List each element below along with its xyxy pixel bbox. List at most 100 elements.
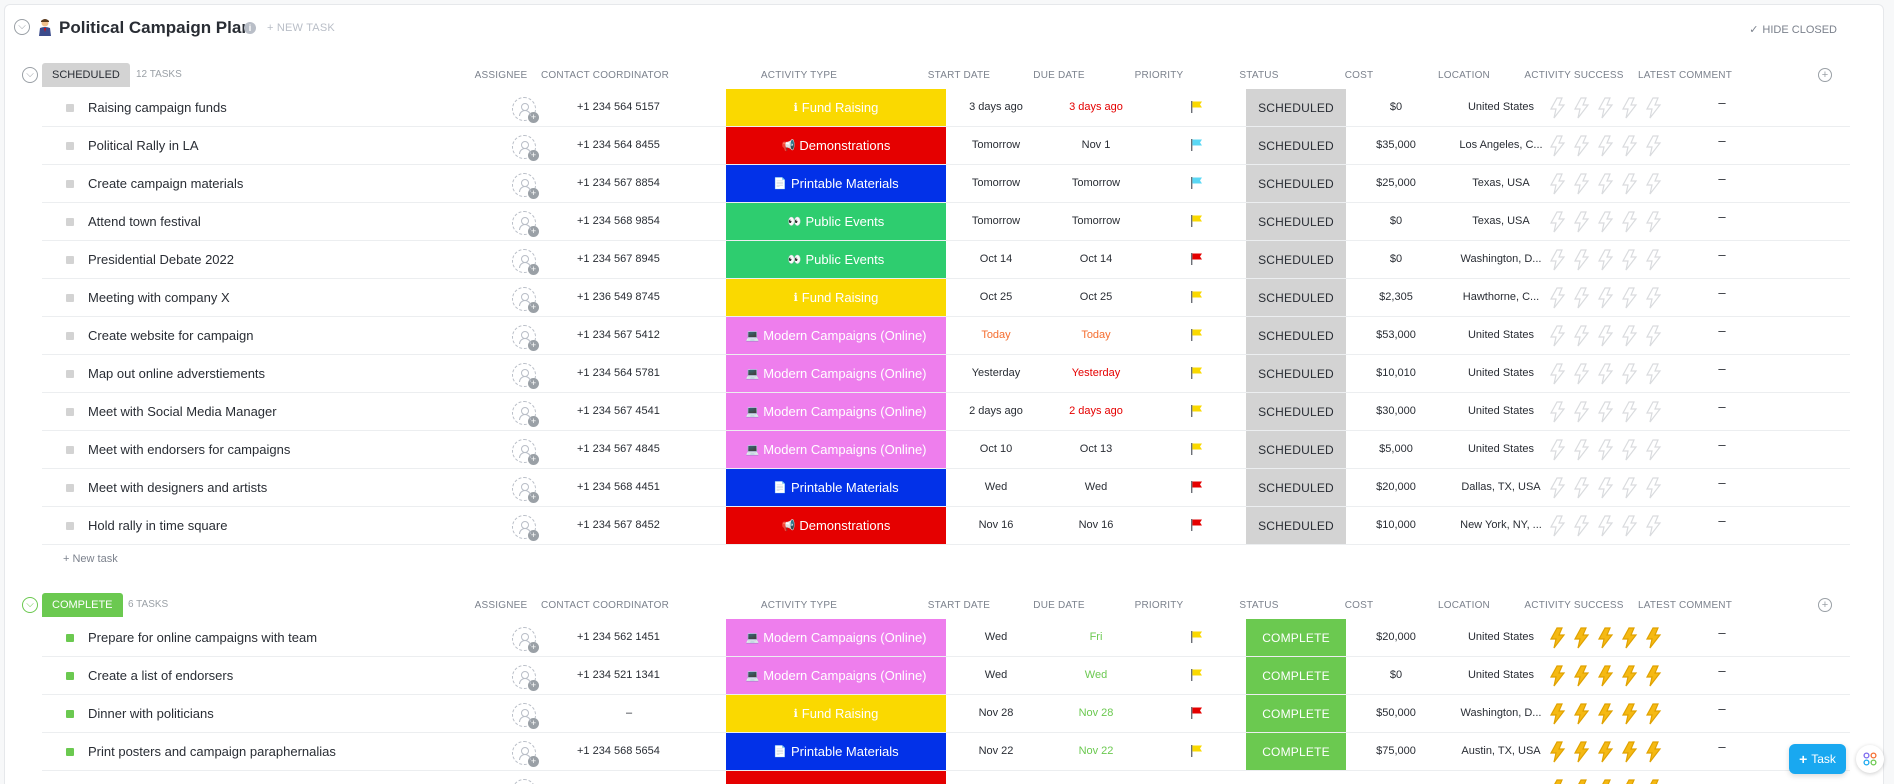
column-header[interactable]: LOCATION <box>1438 600 1490 611</box>
cost-value[interactable]: $53,000 <box>1376 329 1416 341</box>
lightning-bolt-icon[interactable] <box>1618 665 1640 687</box>
lightning-bolt-icon[interactable] <box>1618 363 1640 385</box>
status-badge[interactable]: COMPLETE <box>1246 619 1346 656</box>
assignee-avatar-icon[interactable]: + <box>512 249 539 275</box>
status-square-icon[interactable] <box>66 256 74 264</box>
assignee-avatar-icon[interactable]: + <box>512 325 539 351</box>
priority-flag-icon[interactable] <box>1190 366 1204 380</box>
group-status-pill[interactable]: SCHEDULED <box>42 63 130 87</box>
activity-type[interactable]: 📄 Printable Materials <box>726 165 946 202</box>
column-header[interactable]: LATEST COMMENT <box>1637 70 1733 81</box>
column-header[interactable]: CONTACT COORDINATOR <box>541 600 670 611</box>
lightning-bolt-icon[interactable] <box>1546 97 1568 119</box>
due-date[interactable]: Oct 13 <box>1079 443 1113 455</box>
contact-coordinator[interactable]: +1 234 521 1341 <box>577 669 660 681</box>
task-row[interactable]: Create website for campaign + +1 234 567 5… <box>42 317 1850 355</box>
lightning-bolt-icon[interactable] <box>1546 779 1568 784</box>
lightning-bolt-icon[interactable] <box>1546 211 1568 233</box>
contact-coordinator[interactable]: +1 234 562 1451 <box>577 631 660 643</box>
lightning-bolt-icon[interactable] <box>1546 363 1568 385</box>
assignee-avatar-icon[interactable]: + <box>512 135 539 161</box>
activity-success-rating[interactable] <box>1546 703 1666 725</box>
priority-flag-icon[interactable] <box>1190 290 1204 304</box>
status-square-icon[interactable] <box>66 370 74 378</box>
lightning-bolt-icon[interactable] <box>1594 477 1616 499</box>
priority-flag-icon[interactable] <box>1190 252 1204 266</box>
location-value[interactable]: United States <box>1467 101 1535 113</box>
lightning-bolt-icon[interactable] <box>1642 741 1664 763</box>
status-badge[interactable]: COMPLETE <box>1246 695 1346 732</box>
lightning-bolt-icon[interactable] <box>1594 401 1616 423</box>
latest-comment[interactable]: – <box>1718 475 1726 490</box>
priority-flag-icon[interactable] <box>1190 214 1204 228</box>
activity-success-rating[interactable] <box>1546 439 1666 461</box>
new-task-link[interactable]: + New task <box>63 553 118 565</box>
due-date[interactable]: Fri <box>1089 631 1103 643</box>
task-name[interactable]: Dinner with politicians <box>88 706 214 721</box>
cost-value[interactable]: $5,000 <box>1379 443 1413 455</box>
due-date[interactable]: Yesterday <box>1071 367 1121 379</box>
task-name[interactable]: Hold rally in time square <box>88 518 228 533</box>
cost-value[interactable]: $30,000 <box>1376 405 1416 417</box>
activity-type[interactable]: 📢 Demonstrations <box>726 127 946 164</box>
task-name[interactable]: Meet with designers and artists <box>88 480 268 495</box>
status-square-icon[interactable] <box>66 522 74 530</box>
activity-type[interactable]: ℹ Fund Raising <box>726 89 946 126</box>
lightning-bolt-icon[interactable] <box>1570 211 1592 233</box>
assignee-avatar-icon[interactable]: + <box>512 779 536 784</box>
lightning-bolt-icon[interactable] <box>1618 439 1640 461</box>
latest-comment[interactable]: – <box>1718 209 1726 224</box>
cost-value[interactable]: $0 <box>1389 253 1403 265</box>
column-header[interactable]: STATUS <box>1239 600 1279 611</box>
start-date[interactable]: Oct 14 <box>979 253 1013 265</box>
task-row[interactable]: Meet with Social Media Manager + +1 234 56… <box>42 393 1850 431</box>
lightning-bolt-icon[interactable] <box>1570 665 1592 687</box>
add-column-icon[interactable]: + <box>1818 598 1832 612</box>
task-name[interactable]: Meet with Social Media Manager <box>88 404 277 419</box>
lightning-bolt-icon[interactable] <box>1570 779 1592 784</box>
contact-coordinator[interactable]: +1 234 567 8945 <box>577 253 660 265</box>
status-badge[interactable]: SCHEDULED <box>1246 507 1346 544</box>
assignee-avatar-icon[interactable]: + <box>512 665 539 691</box>
lightning-bolt-icon[interactable] <box>1570 515 1592 537</box>
cost-value[interactable]: $2,305 <box>1379 291 1413 303</box>
activity-success-rating[interactable] <box>1546 363 1666 385</box>
lightning-bolt-icon[interactable] <box>1594 287 1616 309</box>
lightning-bolt-icon[interactable] <box>1642 515 1664 537</box>
lightning-bolt-icon[interactable] <box>1570 325 1592 347</box>
latest-comment[interactable]: – <box>1718 513 1726 528</box>
start-date[interactable]: Oct 25 <box>979 291 1013 303</box>
lightning-bolt-icon[interactable] <box>1642 325 1664 347</box>
contact-coordinator[interactable]: +1 234 564 8455 <box>577 139 660 151</box>
column-header[interactable]: STATUS <box>1239 70 1279 81</box>
lightning-bolt-icon[interactable] <box>1618 401 1640 423</box>
lightning-bolt-icon[interactable] <box>1594 211 1616 233</box>
task-row[interactable]: Presidential Debate 2022 + +1 234 567 8945… <box>42 241 1850 279</box>
lightning-bolt-icon[interactable] <box>1618 173 1640 195</box>
due-date[interactable]: Nov 28 <box>1078 707 1114 719</box>
activity-type[interactable]: 📢 Demonstrations <box>726 507 946 544</box>
cost-value[interactable]: $25,000 <box>1376 177 1416 189</box>
lightning-bolt-icon[interactable] <box>1642 779 1664 784</box>
cost-value[interactable]: $10,010 <box>1376 367 1416 379</box>
lightning-bolt-icon[interactable] <box>1642 173 1664 195</box>
latest-comment[interactable]: – <box>1718 323 1726 338</box>
assignee-avatar-icon[interactable]: + <box>512 401 539 427</box>
priority-flag-icon[interactable] <box>1190 668 1204 682</box>
status-badge[interactable]: SCHEDULED <box>1246 431 1346 468</box>
lightning-bolt-icon[interactable] <box>1594 363 1616 385</box>
lightning-bolt-icon[interactable] <box>1546 665 1568 687</box>
lightning-bolt-icon[interactable] <box>1594 665 1616 687</box>
due-date[interactable]: 3 days ago <box>1069 101 1123 113</box>
collapse-group-icon[interactable]: ⌵ <box>22 67 38 83</box>
lightning-bolt-icon[interactable] <box>1618 703 1640 725</box>
activity-type[interactable]: ℹ Fund Raising <box>726 279 946 316</box>
contact-coordinator[interactable]: +1 234 567 8854 <box>577 177 660 189</box>
cost-value[interactable]: $0 <box>1389 669 1403 681</box>
lightning-bolt-icon[interactable] <box>1594 135 1616 157</box>
task-name[interactable]: Print posters and campaign paraphernalia… <box>88 744 336 759</box>
contact-coordinator[interactable]: – <box>625 707 633 719</box>
task-row[interactable]: Attend town festival + +1 234 568 9854 👀 Pub… <box>42 203 1850 241</box>
status-badge[interactable]: SCHEDULED <box>1246 393 1346 430</box>
status-square-icon[interactable] <box>66 332 74 340</box>
